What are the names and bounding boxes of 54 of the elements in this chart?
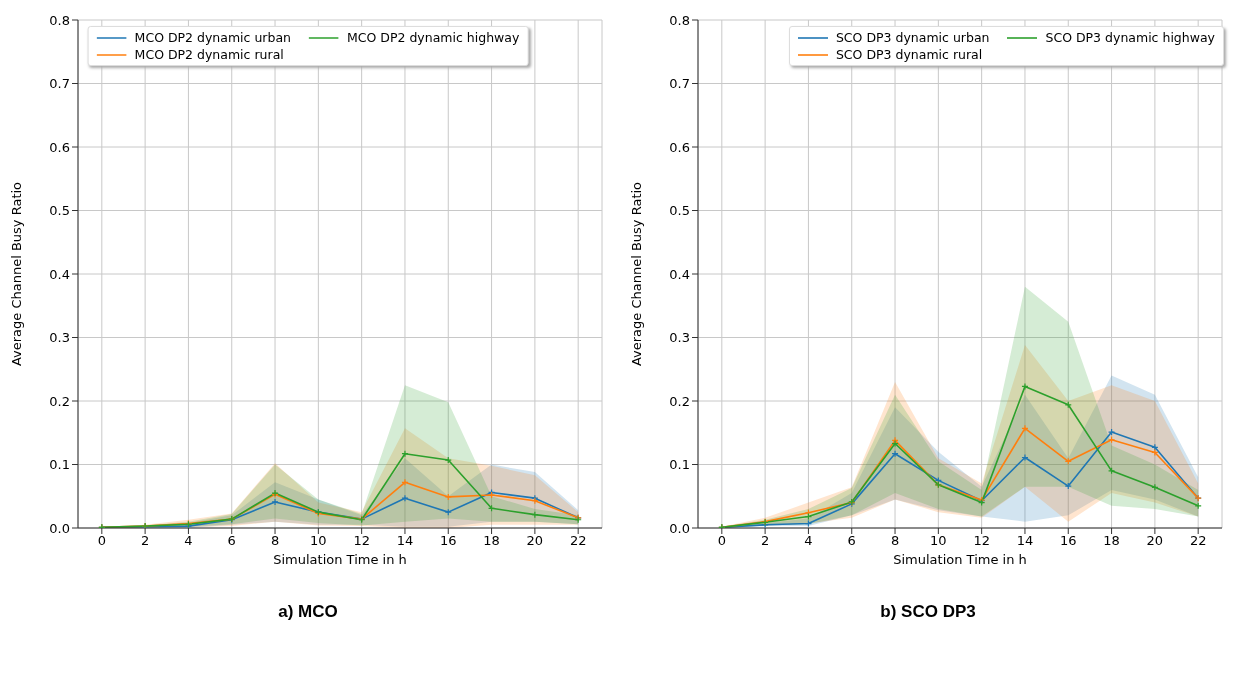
- x-tick-label: 18: [1103, 533, 1120, 549]
- y-tick-label: 0.7: [49, 76, 70, 92]
- x-tick-label: 6: [227, 533, 236, 549]
- y-tick-label: 0.5: [669, 203, 690, 219]
- x-tick-label: 12: [353, 533, 370, 549]
- y-tick-label: 0.7: [669, 76, 690, 92]
- y-tick-label: 0.2: [49, 393, 70, 409]
- x-tick-label: 8: [270, 533, 280, 549]
- x-tick-label: 20: [526, 533, 544, 549]
- x-tick-label: 4: [804, 533, 813, 549]
- x-tick-label: 12: [973, 533, 990, 549]
- y-tick-label: 0.3: [669, 330, 690, 346]
- y-tick-label: 0.6: [669, 139, 690, 155]
- y-tick-label: 0.0: [669, 520, 690, 536]
- x-tick-label: 18: [483, 533, 500, 549]
- x-tick-label: 8: [890, 533, 900, 549]
- y-tick-label: 0.0: [49, 520, 70, 536]
- x-tick-label: 20: [1146, 533, 1164, 549]
- x-tick-label: 0: [717, 533, 726, 549]
- x-tick-label: 16: [1059, 533, 1077, 549]
- x-tick-label: 10: [310, 533, 327, 549]
- y-axis-title: Average Channel Busy Ratio: [8, 181, 24, 367]
- legend-label: SCO DP3 dynamic urban: [835, 30, 990, 45]
- x-tick-label: 14: [1016, 533, 1034, 549]
- x-tick-label: 22: [569, 533, 587, 549]
- x-tick-label: 0: [97, 533, 106, 549]
- y-tick-label: 0.6: [49, 139, 70, 155]
- x-tick-label: 2: [760, 533, 770, 549]
- y-axis-title: Average Channel Busy Ratio: [628, 181, 644, 367]
- text: b) SCO DP3: [879, 602, 977, 622]
- text: a) MCO: [277, 602, 339, 622]
- y-tick-label: 0.4: [49, 266, 70, 282]
- y-tick-label: 0.2: [669, 393, 690, 409]
- y-tick-label: 0.1: [49, 457, 70, 473]
- y-tick-label: 0.1: [669, 457, 690, 473]
- x-tick-label: 16: [439, 533, 457, 549]
- x-tick-label: 22: [1189, 533, 1207, 549]
- y-tick-label: 0.4: [669, 266, 690, 282]
- y-tick-label: 0.3: [49, 330, 70, 346]
- x-tick-label: 6: [847, 533, 856, 549]
- x-tick-label: 4: [184, 533, 193, 549]
- x-tick-label: 2: [140, 533, 150, 549]
- legend-label: SCO DP3 dynamic rural: [835, 47, 983, 62]
- y-tick-label: 0.5: [49, 203, 70, 219]
- x-tick-label: 14: [396, 533, 414, 549]
- x-axis-title: Simulation Time in h: [273, 552, 407, 567]
- legend-label: MCO DP2 dynamic rural: [134, 47, 284, 62]
- x-axis-title: Simulation Time in h: [893, 552, 1027, 567]
- y-tick-label: 0.8: [669, 12, 690, 28]
- legend-label: SCO DP3 dynamic highway: [1045, 30, 1215, 45]
- x-tick-label: 10: [930, 533, 947, 549]
- legend-label: MCO DP2 dynamic highway: [347, 30, 520, 45]
- legend-label: MCO DP2 dynamic urban: [134, 30, 292, 45]
- y-tick-label: 0.8: [49, 12, 70, 28]
